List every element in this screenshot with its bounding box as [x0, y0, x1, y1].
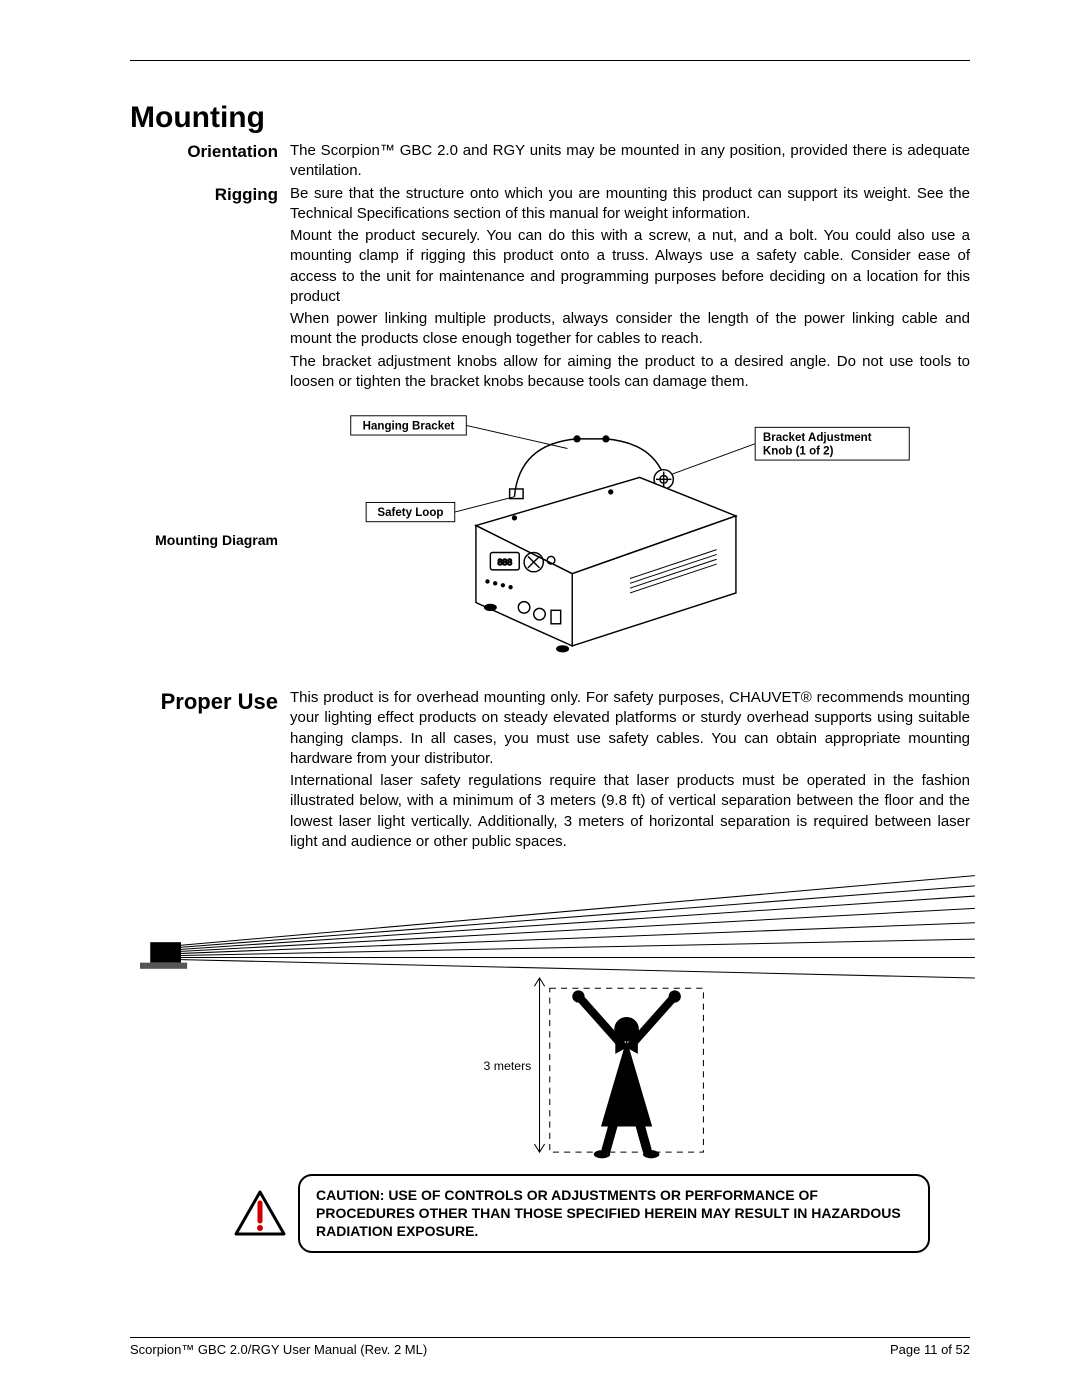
- callout-hanging: Hanging Bracket: [363, 420, 455, 432]
- distance-label: 3 meters: [484, 1059, 532, 1073]
- callout-knob1: Bracket Adjustment Knob (1 of 2): [763, 432, 875, 457]
- rigging-p1: Be sure that the structure onto which yo…: [290, 184, 970, 225]
- orientation-label: Orientation: [130, 141, 290, 163]
- caution-row: CAUTION: USE OF CONTROLS OR ADJUSTMENTS …: [230, 1174, 930, 1253]
- manual-page: Mounting Orientation The Scorpion™ GBC 2…: [0, 0, 1080, 1397]
- rigging-p3: When power linking multiple products, al…: [290, 309, 970, 350]
- proper-use-row: Proper Use This product is for overhead …: [130, 688, 970, 854]
- orientation-row: Orientation The Scorpion™ GBC 2.0 and RG…: [130, 141, 970, 184]
- footer-rule: [130, 1337, 970, 1338]
- rigging-row: Rigging Be sure that the structure onto …: [130, 184, 970, 395]
- orientation-text: The Scorpion™ GBC 2.0 and RGY units may …: [290, 141, 970, 184]
- svg-text:888: 888: [498, 557, 513, 567]
- top-rule: [130, 60, 970, 61]
- mounting-diagram-label: Mounting Diagram: [130, 532, 290, 548]
- orientation-p: The Scorpion™ GBC 2.0 and RGY units may …: [290, 141, 970, 182]
- proper-use-p1: This product is for overhead mounting on…: [290, 688, 970, 769]
- mounting-diagram-row: Mounting Diagram Hanging Bracket Safety …: [130, 410, 970, 670]
- rigging-label: Rigging: [130, 184, 290, 206]
- laser-diagram: 3 meters: [130, 874, 970, 1164]
- section-heading: Mounting: [130, 101, 970, 135]
- callout-safety: Safety Loop: [377, 507, 443, 519]
- rigging-p2: Mount the product securely. You can do t…: [290, 226, 970, 307]
- page-footer: Scorpion™ GBC 2.0/RGY User Manual (Rev. …: [130, 1337, 970, 1357]
- proper-use-p2: International laser safety regulations r…: [290, 771, 970, 852]
- rigging-text: Be sure that the structure onto which yo…: [290, 184, 970, 395]
- footer-left: Scorpion™ GBC 2.0/RGY User Manual (Rev. …: [130, 1342, 427, 1357]
- proper-use-text: This product is for overhead mounting on…: [290, 688, 970, 854]
- rigging-p4: The bracket adjustment knobs allow for a…: [290, 352, 970, 393]
- warning-icon: [230, 1189, 290, 1237]
- caution-text: CAUTION: USE OF CONTROLS OR ADJUSTMENTS …: [298, 1174, 930, 1253]
- footer-right: Page 11 of 52: [890, 1342, 970, 1357]
- mounting-diagram: Hanging Bracket Safety Loop Bracket Adju…: [290, 410, 970, 670]
- proper-use-label: Proper Use: [130, 688, 290, 716]
